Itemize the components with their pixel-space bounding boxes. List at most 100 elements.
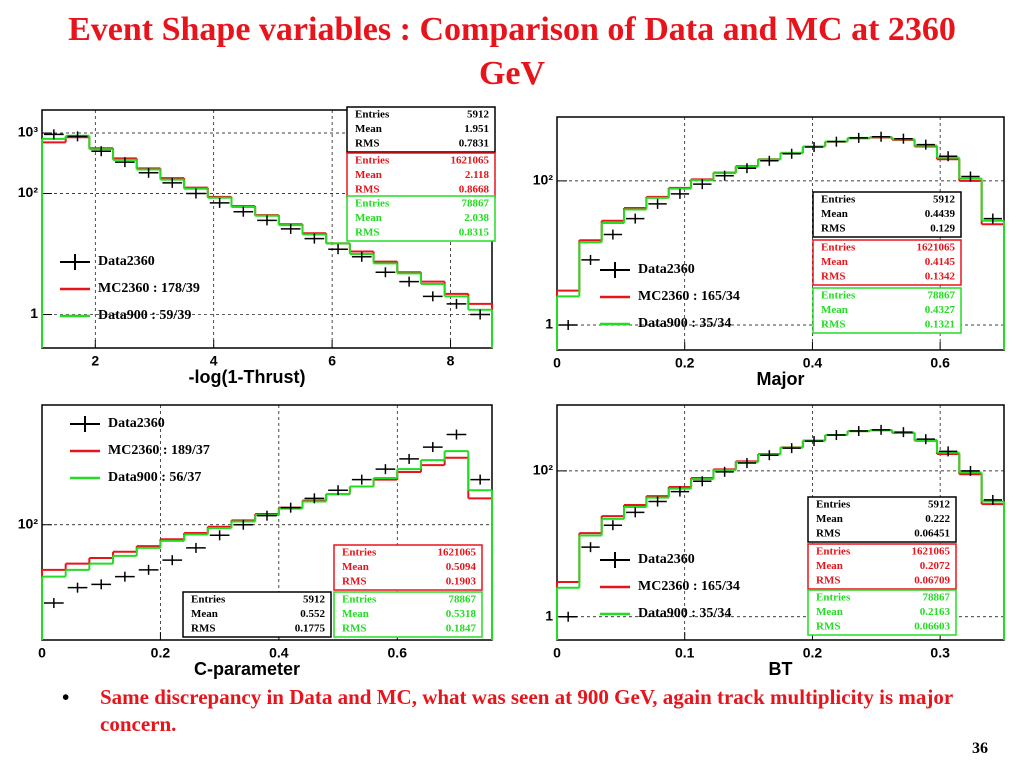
data-point — [559, 320, 578, 331]
stats-value: 5912 — [933, 194, 956, 206]
stats-box — [807, 496, 957, 543]
data-point — [257, 510, 277, 521]
stats-value: 0.8315 — [459, 227, 490, 239]
stats-value: 78867 — [928, 290, 956, 302]
stats-value: 0.06603 — [914, 621, 950, 633]
data-point — [91, 579, 112, 590]
stats-value: 0.1903 — [446, 576, 477, 588]
stats-label: RMS — [355, 227, 379, 239]
stats-box — [807, 543, 957, 590]
slide-title: Event Shape variables : Comparison of Da… — [68, 11, 956, 92]
data-point — [470, 309, 490, 320]
legend-label: Data2360 — [638, 262, 695, 277]
data-point — [693, 179, 712, 190]
stats-value: 78867 — [449, 594, 477, 606]
data-point — [233, 519, 254, 530]
stats-label: Entries — [821, 242, 856, 254]
stats-label: Entries — [355, 198, 390, 210]
x-tick-label: 6 — [328, 353, 336, 369]
stats-label: RMS — [355, 184, 379, 196]
stats-label: Mean — [355, 123, 382, 135]
stats-label: Mean — [355, 169, 382, 181]
data-point — [186, 188, 206, 199]
x-axis-label: C-parameter — [194, 659, 300, 679]
x-tick-label: 2 — [91, 353, 99, 369]
stats-label: Mean — [816, 560, 843, 572]
data-point — [737, 163, 757, 174]
legend-label: Data900 : 56/37 — [108, 470, 201, 485]
data-point — [422, 442, 443, 453]
stats-label: Entries — [816, 499, 851, 511]
data-point — [938, 446, 958, 457]
data-point — [648, 198, 667, 209]
data-point — [280, 223, 301, 234]
y-tick-label: 10² — [18, 184, 39, 200]
stats-label: Mean — [355, 212, 382, 224]
data-point — [782, 148, 801, 159]
stats-box — [812, 287, 962, 334]
data-point — [44, 598, 64, 609]
y-tick-label: 1 — [545, 316, 553, 332]
data-point — [961, 171, 980, 182]
stats-label: Entries — [821, 290, 856, 302]
x-tick-label: 0 — [553, 645, 561, 661]
stats-label: RMS — [821, 223, 845, 235]
stats-label: RMS — [816, 575, 840, 587]
data-point — [399, 276, 419, 287]
y-tick-label: 10³ — [18, 124, 39, 140]
stats-box — [182, 591, 332, 638]
legend-label: Data2360 — [638, 552, 695, 567]
data-point — [603, 520, 623, 531]
stats-value: 0.129 — [930, 223, 955, 235]
stats-label: Entries — [191, 594, 226, 606]
data-point — [44, 129, 64, 140]
data-point — [375, 464, 396, 475]
stats-label: Entries — [342, 594, 377, 606]
stats-label: RMS — [816, 528, 840, 540]
stats-value: 0.5318 — [446, 608, 477, 620]
data-point — [871, 131, 891, 142]
data-point — [209, 530, 230, 541]
stats-label: Mean — [821, 208, 848, 220]
data-point — [67, 131, 88, 142]
stats-label: Entries — [816, 546, 851, 558]
legend-label: MC2360 : 189/37 — [108, 443, 210, 458]
data-point — [280, 502, 301, 513]
stats-label: RMS — [342, 576, 366, 588]
data-point — [115, 571, 135, 582]
stats-box — [333, 544, 483, 591]
data-point — [648, 496, 667, 507]
x-tick-label: 0.4 — [269, 645, 289, 661]
data-point — [916, 434, 935, 445]
stats-value: 2.038 — [464, 212, 489, 224]
data-point — [446, 429, 467, 440]
data-point — [983, 494, 1002, 505]
stats-value: 1621065 — [451, 155, 490, 167]
stats-label: RMS — [821, 271, 845, 283]
x-tick-label: 4 — [210, 353, 218, 369]
legend-label: MC2360 : 165/34 — [638, 289, 740, 304]
stats-label: RMS — [191, 623, 215, 635]
stats-value: 5912 — [928, 499, 951, 511]
stats-box — [812, 239, 962, 286]
stats-label: Entries — [821, 194, 856, 206]
data-point — [603, 229, 623, 240]
stats-label: RMS — [355, 138, 379, 150]
data-point — [186, 542, 206, 553]
stats-value: 5912 — [303, 594, 326, 606]
data-point — [693, 476, 712, 487]
stats-box — [346, 152, 496, 199]
stats-value: 0.8668 — [459, 184, 490, 196]
x-tick-label: 8 — [447, 353, 455, 369]
data-point — [626, 213, 645, 224]
x-tick-label: 0.3 — [930, 645, 950, 661]
x-axis-label: -log(1-Thrust) — [189, 367, 306, 387]
bullet-dot: • — [62, 685, 70, 709]
data-point — [91, 146, 112, 157]
data-point — [961, 465, 980, 476]
stats-box — [346, 195, 496, 242]
data-point — [894, 133, 913, 144]
legend-label: Data900 : 35/34 — [638, 316, 731, 331]
bullet-text: Same discrepancy in Data and MC, what wa… — [100, 685, 953, 736]
